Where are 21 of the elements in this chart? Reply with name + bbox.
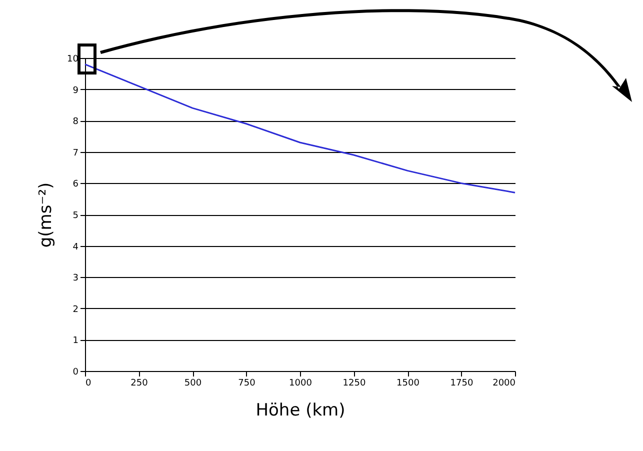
x-tick-label: 1250: [342, 378, 366, 388]
y-tick-label: 0: [72, 368, 79, 378]
y-tick-label: 8: [72, 117, 79, 128]
y-axis-title: g(ms⁻²): [36, 182, 56, 248]
x-tick-label: 0: [86, 378, 92, 388]
x-tick-label: 1750: [450, 378, 474, 388]
x-tick-label: 250: [130, 378, 148, 388]
y-tick-label: 9: [72, 86, 79, 96]
x-tick-label: 2000: [492, 378, 516, 388]
x-tick-label: 500: [184, 378, 202, 388]
x-tick-label: 1500: [396, 378, 420, 388]
y-tick-label: 7: [72, 148, 78, 158]
x-tick-label: 1000: [289, 378, 312, 388]
y-tick-label: 3: [72, 274, 78, 284]
x-tick-label: 750: [238, 378, 256, 388]
x-axis-title: Höhe (km): [256, 400, 346, 420]
y-tick-label: 1: [72, 336, 78, 346]
y-tick-label: 5: [72, 211, 78, 221]
y-tick-label: 2: [72, 304, 78, 315]
y-tick-label: 6: [72, 180, 79, 190]
y-tick-label: 4: [72, 242, 79, 252]
